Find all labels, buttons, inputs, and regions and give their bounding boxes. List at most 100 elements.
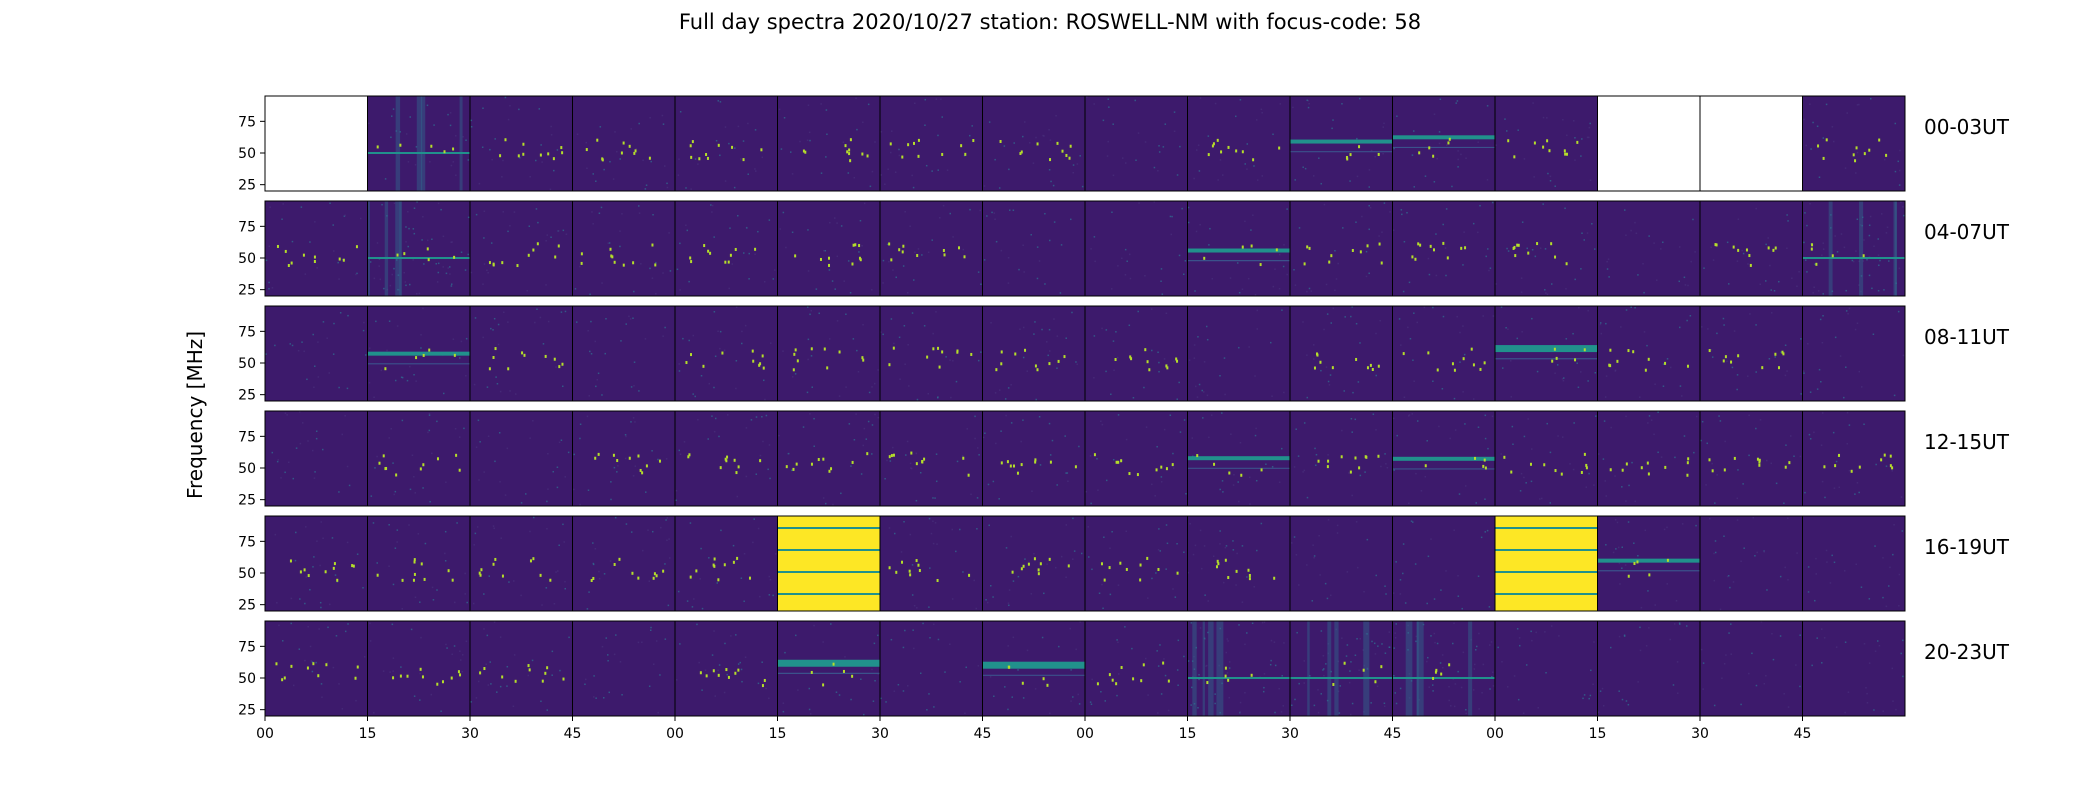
noise-speck [1394,637,1397,639]
noise-speck [341,708,344,710]
noise-speck [1653,242,1655,244]
noise-speck [427,431,429,434]
noise-speck [1780,351,1782,353]
noise-speck [546,527,548,530]
noise-speck [1711,462,1713,465]
noise-speck [1589,694,1592,697]
noise-speck [806,391,809,394]
signal-dot [1646,461,1649,465]
noise-speck [1736,388,1738,391]
noise-speck [1226,638,1229,640]
noise-speck [1143,386,1145,389]
noise-speck [497,323,500,326]
signal-dot [1889,454,1892,458]
noise-speck [998,498,1000,500]
noise-speck [1834,336,1837,339]
noise-speck [1161,293,1164,295]
noise-speck [1454,429,1457,431]
noise-speck [1224,393,1226,396]
noise-speck [1484,531,1487,533]
noise-speck [1525,482,1527,484]
noise-speck [1412,359,1414,361]
noise-speck [604,352,607,355]
y-tick-label: 25 [238,493,256,509]
noise-speck [1873,245,1875,248]
spectrum-panel [265,621,368,716]
noise-speck [322,321,325,323]
spectrum-panel [1085,96,1188,191]
spectrum-panel [777,306,880,401]
noise-speck [1335,628,1338,631]
noise-speck [277,459,279,461]
noise-speck [1350,417,1353,420]
signal-dot [1507,139,1510,143]
noise-speck [1472,222,1475,225]
noise-speck [301,422,304,424]
spectrum-panel [1700,621,1803,716]
noise-speck [1070,700,1072,702]
noise-speck [735,559,737,561]
noise-speck [1894,170,1897,173]
noise-speck [698,661,700,664]
noise-speck [1286,273,1288,276]
noise-speck [1176,398,1178,400]
noise-speck [1833,140,1835,143]
noise-speck [1454,683,1457,685]
noise-speck [648,580,651,582]
signal-dot [1516,243,1519,247]
signal-dot [488,261,491,265]
y-tick-label: 50 [238,356,256,372]
noise-speck [951,528,954,531]
noise-speck [1408,697,1411,699]
noise-speck [919,471,922,474]
signal-dot [735,471,738,475]
noise-speck [1833,561,1836,564]
signal-dot [501,574,504,578]
noise-speck [1866,692,1868,695]
signal-dot [544,671,547,675]
noise-speck [935,453,938,455]
signal-dot [1326,465,1329,469]
noise-speck [547,488,549,490]
noise-speck [655,640,658,642]
signal-dot [761,354,764,358]
noise-speck [1410,520,1413,522]
signal-dot [1418,151,1421,155]
noise-speck [1686,319,1688,322]
noise-speck [379,278,382,281]
signal-dot [1648,573,1651,577]
noise-speck [1330,670,1332,673]
noise-speck [815,288,818,290]
noise-speck [394,547,397,549]
noise-speck [713,236,715,238]
noise-speck [565,233,568,235]
noise-speck [675,499,677,502]
noise-speck [1426,660,1428,663]
spectrum-panel [1802,516,1905,611]
signal-dot [1332,682,1335,686]
noise-speck [1065,472,1067,474]
signal-dot [1160,465,1163,469]
noise-speck [1228,667,1231,669]
noise-speck [464,593,466,595]
signal-dot [737,668,740,672]
noise-speck [1193,702,1196,705]
signal-dot [723,563,726,567]
noise-speck [968,134,971,137]
noise-speck [1520,472,1523,475]
noise-speck [1157,351,1159,354]
noise-speck [1426,440,1428,442]
noise-speck [1707,328,1709,330]
noise-speck [276,460,279,463]
noise-speck [1160,268,1163,270]
signal-dot [1855,146,1858,150]
noise-speck [332,224,334,226]
noise-speck [1159,644,1161,646]
noise-speck [842,141,845,143]
noise-speck [747,173,749,175]
noise-speck [1236,262,1239,264]
noise-speck [755,473,758,475]
noise-speck [416,201,418,203]
signal-dot [430,144,433,148]
signal-dot [1781,350,1784,354]
